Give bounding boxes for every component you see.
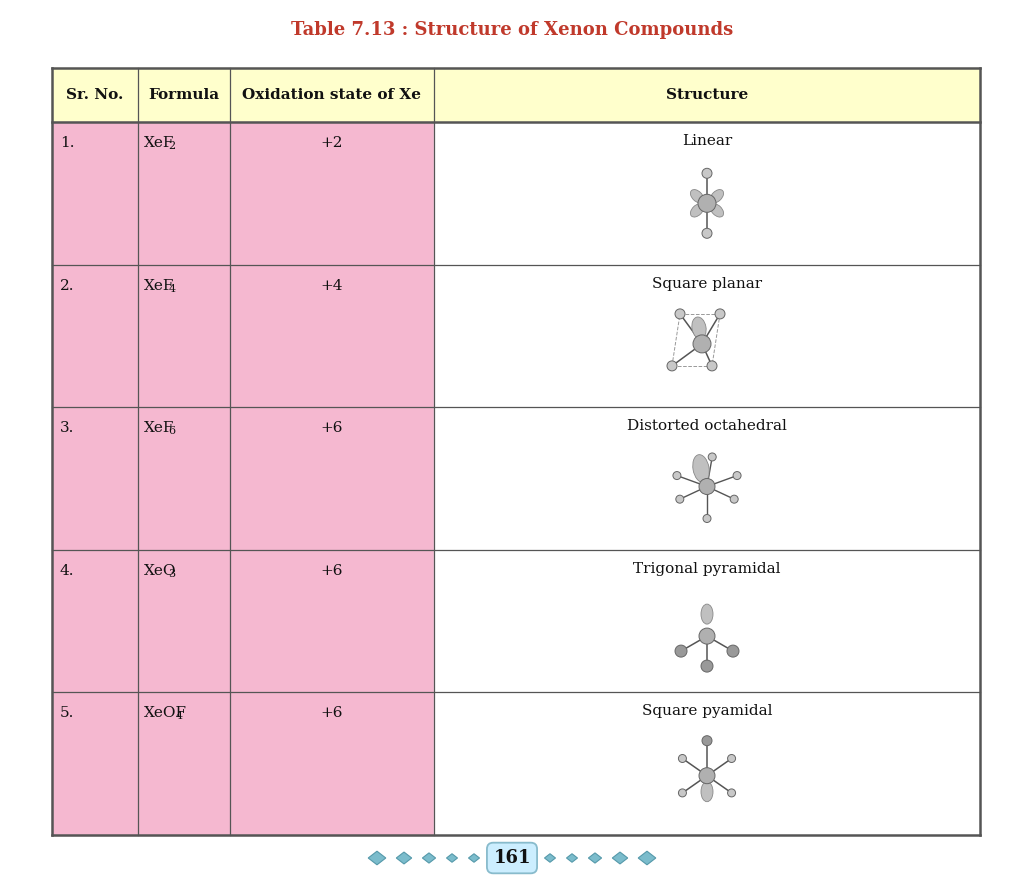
Text: Sr. No.: Sr. No.	[67, 88, 124, 102]
Bar	[52, 693, 434, 835]
Circle shape	[675, 309, 685, 319]
Text: Square pyamidal: Square pyamidal	[642, 704, 772, 718]
Bar	[434, 550, 980, 693]
Text: +6: +6	[321, 707, 343, 721]
Bar	[52, 68, 980, 122]
Circle shape	[701, 660, 713, 672]
Bar	[52, 550, 434, 693]
Circle shape	[728, 788, 735, 797]
Text: 5.: 5.	[60, 707, 75, 721]
Circle shape	[693, 335, 711, 353]
Bar	[434, 122, 980, 265]
Text: +4: +4	[321, 279, 343, 292]
Circle shape	[679, 754, 686, 762]
Circle shape	[676, 495, 684, 503]
Circle shape	[703, 515, 711, 523]
Circle shape	[733, 472, 741, 480]
Circle shape	[675, 645, 687, 657]
Ellipse shape	[711, 189, 724, 203]
Bar	[52, 122, 434, 265]
Text: Structure: Structure	[666, 88, 749, 102]
Circle shape	[702, 168, 712, 179]
Polygon shape	[545, 854, 555, 862]
Ellipse shape	[701, 604, 713, 624]
Circle shape	[728, 754, 735, 762]
Bar	[52, 265, 434, 407]
Ellipse shape	[690, 203, 703, 217]
Text: +6: +6	[321, 564, 343, 578]
Polygon shape	[638, 851, 655, 865]
Text: XeF: XeF	[144, 136, 174, 150]
Text: Trigonal pyramidal: Trigonal pyramidal	[633, 561, 780, 576]
Bar	[434, 265, 980, 407]
Ellipse shape	[690, 189, 703, 203]
Ellipse shape	[701, 781, 713, 802]
Text: 4: 4	[169, 283, 176, 294]
Circle shape	[702, 228, 712, 238]
Ellipse shape	[711, 203, 724, 217]
Text: 161: 161	[494, 849, 530, 867]
Circle shape	[730, 495, 738, 503]
Text: 3: 3	[169, 568, 176, 579]
Text: 6: 6	[169, 426, 176, 436]
Text: 1.: 1.	[60, 136, 75, 150]
Circle shape	[698, 194, 716, 212]
Polygon shape	[396, 852, 412, 864]
Bar	[434, 407, 980, 550]
Circle shape	[709, 453, 716, 461]
Text: Linear: Linear	[682, 134, 732, 148]
Circle shape	[679, 788, 686, 797]
Circle shape	[673, 472, 681, 480]
Text: 4.: 4.	[60, 564, 75, 578]
Text: 3.: 3.	[60, 422, 75, 436]
Bar	[52, 407, 434, 550]
Text: +6: +6	[321, 422, 343, 436]
Circle shape	[702, 736, 712, 745]
Text: 4: 4	[176, 711, 183, 722]
Polygon shape	[589, 853, 602, 863]
Text: XeO: XeO	[144, 564, 176, 578]
Polygon shape	[369, 851, 386, 865]
Circle shape	[707, 361, 717, 370]
Text: Square planar: Square planar	[652, 276, 762, 290]
Text: XeF: XeF	[144, 279, 174, 292]
Text: 2: 2	[169, 141, 176, 151]
Polygon shape	[612, 852, 628, 864]
Text: +2: +2	[321, 136, 343, 150]
Circle shape	[727, 645, 739, 657]
Polygon shape	[566, 854, 578, 862]
Polygon shape	[422, 853, 435, 863]
Text: Oxidation state of Xe: Oxidation state of Xe	[243, 88, 422, 102]
Polygon shape	[469, 854, 479, 862]
Circle shape	[699, 767, 715, 784]
Text: Formula: Formula	[148, 88, 219, 102]
Circle shape	[699, 628, 715, 644]
Text: Table 7.13 : Structure of Xenon Compounds: Table 7.13 : Structure of Xenon Compound…	[291, 21, 733, 39]
Bar	[434, 693, 980, 835]
Ellipse shape	[692, 317, 707, 339]
Polygon shape	[446, 854, 458, 862]
Text: XeOF: XeOF	[144, 707, 187, 721]
Text: Distorted octahedral: Distorted octahedral	[627, 419, 786, 433]
Circle shape	[667, 361, 677, 370]
Circle shape	[715, 309, 725, 319]
Text: XeF: XeF	[144, 422, 174, 436]
Text: 2.: 2.	[60, 279, 75, 292]
Ellipse shape	[693, 455, 710, 482]
Circle shape	[699, 479, 715, 495]
